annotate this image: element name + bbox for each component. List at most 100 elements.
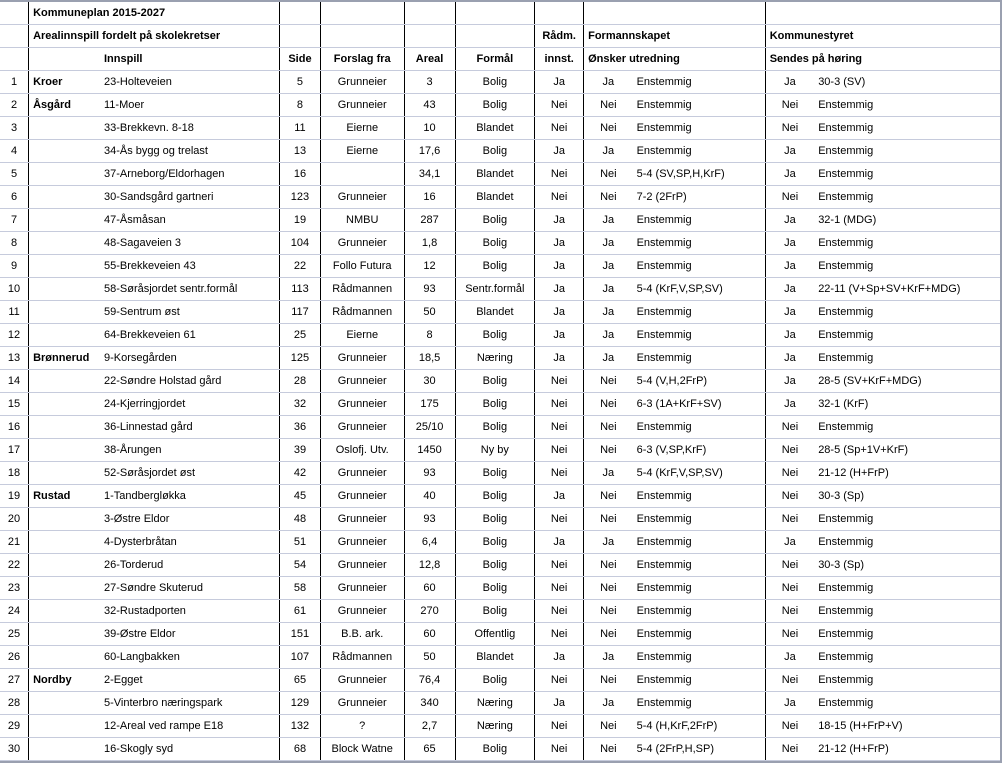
kst1-cell: Nei [765, 669, 814, 692]
table-row: 1Kroer23-Holteveien5Grunneier3BoligJaJaE… [0, 71, 1000, 94]
areal-cell: 1450 [404, 439, 455, 462]
formal-cell: Bolig [455, 71, 535, 94]
side-cell: 11 [280, 117, 321, 140]
innspill-cell: 33-Brekkevn. 8-18 [100, 117, 280, 140]
region-cell [29, 393, 100, 416]
fsk2-cell: Enstemmig [633, 577, 766, 600]
region-cell [29, 692, 100, 715]
innspill-cell: 9-Korsegården [100, 347, 280, 370]
formal-cell: Blandet [455, 186, 535, 209]
table-row: 1159-Sentrum øst117Rådmannen50BlandetJaJ… [0, 301, 1000, 324]
areal-cell: 76,4 [404, 669, 455, 692]
rownum-cell: 15 [0, 393, 29, 416]
fsk1-cell: Ja [584, 347, 633, 370]
innspill-cell: 39-Østre Eldor [100, 623, 280, 646]
areal-cell: 93 [404, 462, 455, 485]
region-cell [29, 508, 100, 531]
rownum-cell: 17 [0, 439, 29, 462]
formal-cell: Bolig [455, 554, 535, 577]
areal-cell: 34,1 [404, 163, 455, 186]
radm-cell: Nei [535, 186, 584, 209]
kst2-cell: Enstemmig [814, 186, 1000, 209]
region-cell [29, 554, 100, 577]
kst1-cell: Ja [765, 163, 814, 186]
kst1-cell: Nei [765, 554, 814, 577]
kst1-cell: Ja [765, 692, 814, 715]
table-row: 1264-Brekkeveien 6125Eierne8BoligJaJaEns… [0, 324, 1000, 347]
innspill-cell: 3-Østre Eldor [100, 508, 280, 531]
side-cell: 13 [280, 140, 321, 163]
areal-cell: 30 [404, 370, 455, 393]
rownum-cell: 9 [0, 255, 29, 278]
col-innspill: Innspill [100, 48, 280, 71]
fsk2-cell: Enstemmig [633, 531, 766, 554]
fsk1-cell: Ja [584, 278, 633, 301]
radm-cell: Ja [535, 692, 584, 715]
fsk2-cell: 7-2 (2FrP) [633, 186, 766, 209]
fsk2-cell: Enstemmig [633, 71, 766, 94]
areal-cell: 60 [404, 623, 455, 646]
side-cell: 51 [280, 531, 321, 554]
fsk2-cell: Enstemmig [633, 347, 766, 370]
region-cell [29, 439, 100, 462]
forslag-cell: Eierne [320, 324, 404, 347]
region-cell [29, 462, 100, 485]
innspill-cell: 22-Søndre Holstad gård [100, 370, 280, 393]
group-header-row: Arealinnspill fordelt på skolekretser Rå… [0, 25, 1000, 48]
region-cell [29, 209, 100, 232]
region-cell: Nordby [29, 669, 100, 692]
fsk2-cell: Enstemmig [633, 140, 766, 163]
innspill-cell: 60-Langbakken [100, 646, 280, 669]
col-radm: innst. [535, 48, 584, 71]
forslag-cell: NMBU [320, 209, 404, 232]
region-cell [29, 278, 100, 301]
innspill-cell: 27-Søndre Skuterud [100, 577, 280, 600]
table-row: 2912-Areal ved rampe E18132?2,7NæringNei… [0, 715, 1000, 738]
fsk2-cell: Enstemmig [633, 623, 766, 646]
side-cell: 123 [280, 186, 321, 209]
rownum-cell: 21 [0, 531, 29, 554]
kst1-cell: Nei [765, 623, 814, 646]
formal-cell: Bolig [455, 485, 535, 508]
fsk1-cell: Nei [584, 370, 633, 393]
radm-cell: Nei [535, 508, 584, 531]
innspill-cell: 26-Torderud [100, 554, 280, 577]
side-cell: 32 [280, 393, 321, 416]
fsk2-cell: 5-4 (SV,SP,H,KrF) [633, 163, 766, 186]
radm-cell: Ja [535, 485, 584, 508]
innspill-cell: 5-Vinterbro næringspark [100, 692, 280, 715]
fsk1-cell: Nei [584, 715, 633, 738]
rownum-cell: 29 [0, 715, 29, 738]
kst2-cell: Enstemmig [814, 692, 1000, 715]
forslag-cell: Grunneier [320, 347, 404, 370]
rownum-cell: 4 [0, 140, 29, 163]
fsk2-cell: Enstemmig [633, 416, 766, 439]
formal-cell: Bolig [455, 393, 535, 416]
innspill-cell: 11-Moer [100, 94, 280, 117]
forslag-cell: Grunneier [320, 669, 404, 692]
formal-cell: Bolig [455, 209, 535, 232]
kst2-cell: 30-3 (Sp) [814, 485, 1000, 508]
radm-cell: Nei [535, 370, 584, 393]
fsk2-cell: Enstemmig [633, 600, 766, 623]
formal-cell: Bolig [455, 669, 535, 692]
region-cell: Brønnerud [29, 347, 100, 370]
rownum-cell: 13 [0, 347, 29, 370]
innspill-cell: 47-Åsmåsan [100, 209, 280, 232]
kst2-cell: Enstemmig [814, 232, 1000, 255]
rownum-cell: 24 [0, 600, 29, 623]
rownum-cell: 2 [0, 94, 29, 117]
formal-cell: Bolig [455, 577, 535, 600]
areal-cell: 12,8 [404, 554, 455, 577]
formal-cell: Bolig [455, 508, 535, 531]
areal-cell: 93 [404, 508, 455, 531]
areal-cell: 1,8 [404, 232, 455, 255]
fsk1-cell: Nei [584, 117, 633, 140]
table-row: 3016-Skogly syd68Block Watne65BoligNeiNe… [0, 738, 1000, 761]
innspill-cell: 4-Dysterbråtan [100, 531, 280, 554]
formal-cell: Bolig [455, 232, 535, 255]
rownum-cell: 23 [0, 577, 29, 600]
radm-cell: Nei [535, 393, 584, 416]
fsk2-cell: Enstemmig [633, 209, 766, 232]
column-header-row: Innspill Side Forslag fra Areal Formål i… [0, 48, 1000, 71]
